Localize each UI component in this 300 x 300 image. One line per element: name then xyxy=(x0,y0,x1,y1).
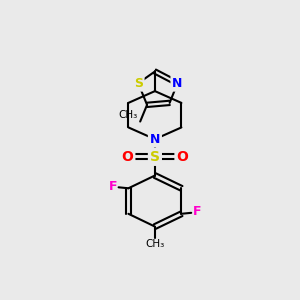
Text: CH₃: CH₃ xyxy=(118,110,137,120)
Text: F: F xyxy=(193,205,201,218)
Text: S: S xyxy=(150,150,160,164)
Text: O: O xyxy=(176,150,188,164)
Text: N: N xyxy=(150,133,160,146)
Text: N: N xyxy=(172,77,183,90)
Text: F: F xyxy=(109,180,117,193)
Text: S: S xyxy=(134,77,143,90)
Text: O: O xyxy=(122,150,134,164)
Text: CH₃: CH₃ xyxy=(145,239,164,249)
